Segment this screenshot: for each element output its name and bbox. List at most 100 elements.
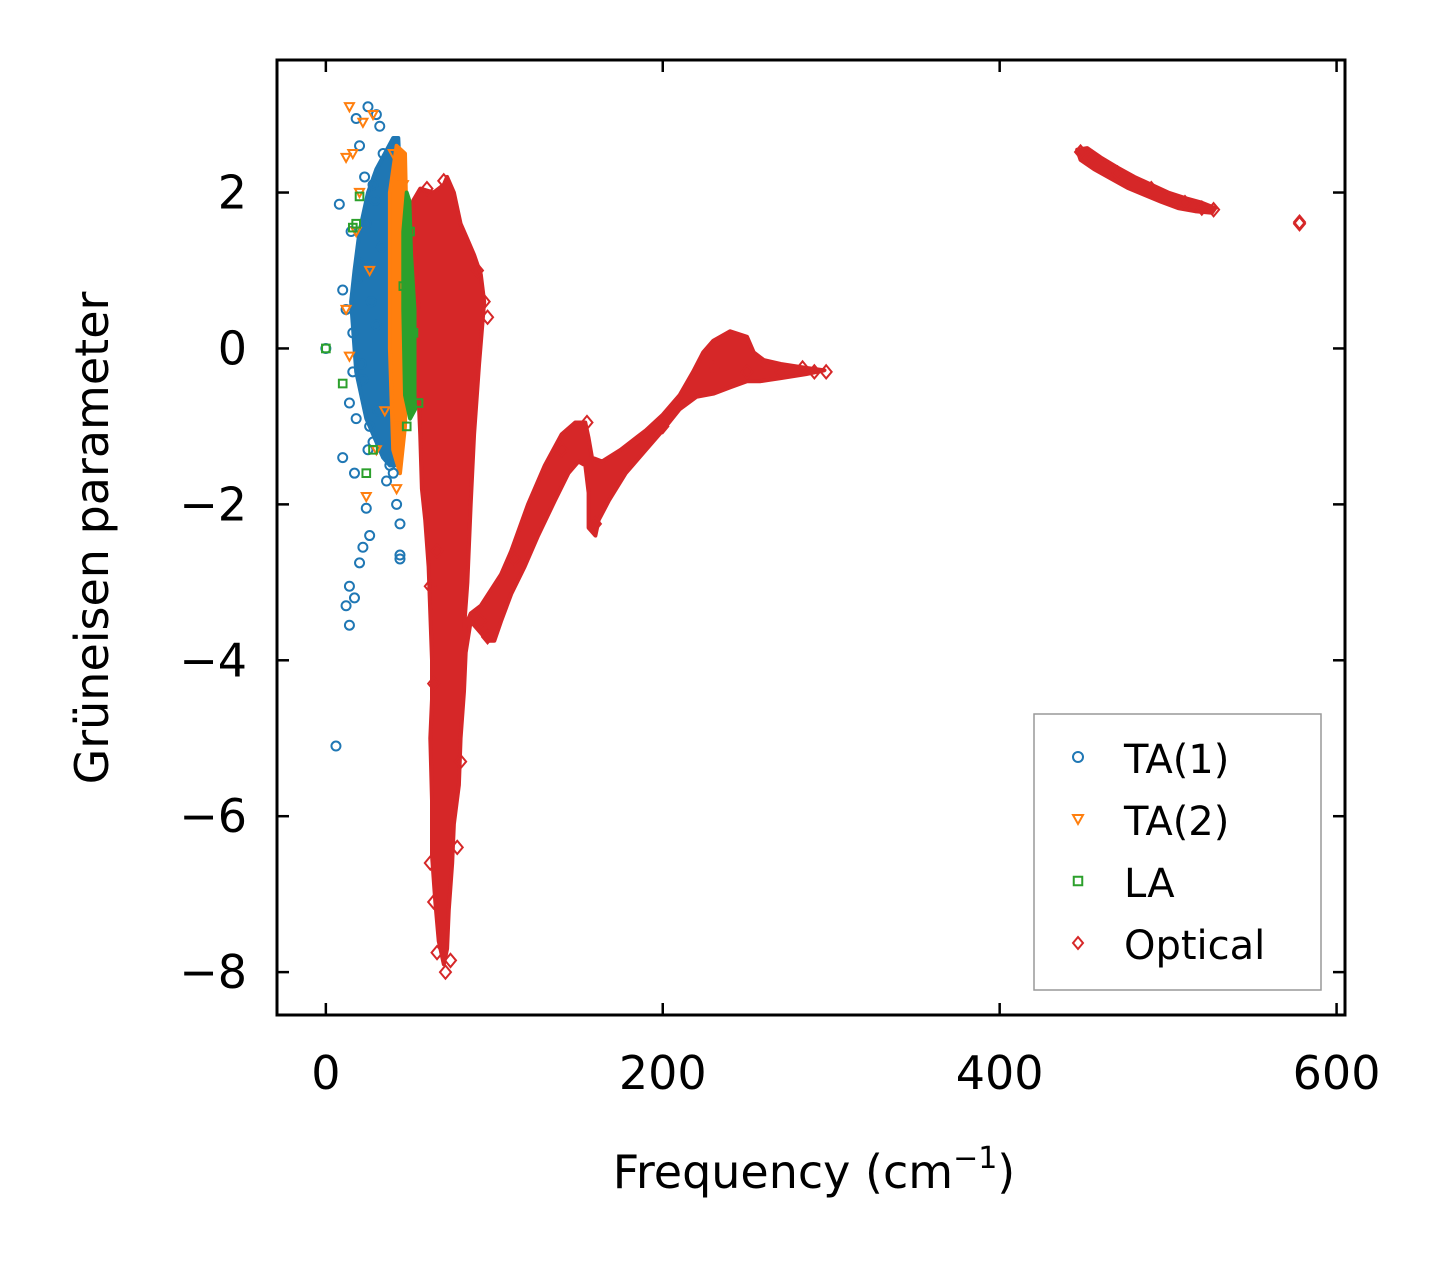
y-axis-label: Grüneisen parameter <box>65 291 119 784</box>
data-point-la <box>408 328 419 338</box>
data-point-ta1 <box>394 553 406 565</box>
data-point-ta1 <box>348 467 360 479</box>
data-point-ta1 <box>330 740 342 752</box>
legend-label-la: LA <box>1124 861 1175 907</box>
data-point-optical <box>438 963 453 981</box>
data-point-ta1 <box>354 557 366 569</box>
data-point-ta1 <box>380 475 392 487</box>
data-point-optical <box>1178 194 1192 211</box>
data-point-ta2 <box>360 491 373 504</box>
data-point-optical <box>436 172 451 189</box>
data-point-la <box>351 218 361 229</box>
data-point-la <box>354 191 365 202</box>
data-point-optical <box>423 854 438 872</box>
data-point-ta1 <box>359 171 371 183</box>
legend-label-optical: Optical <box>1124 923 1265 969</box>
data-point-ta1 <box>362 101 374 113</box>
data-point-ta1 <box>365 296 377 308</box>
data-point-ta1 <box>370 319 382 331</box>
data-point-ta2 <box>339 304 353 317</box>
data-point-optical <box>507 550 522 568</box>
data-point-la <box>413 398 424 408</box>
data-point-optical <box>655 418 670 435</box>
data-point-la <box>368 444 378 455</box>
data-point-ta2 <box>397 180 410 192</box>
data-point-ta1 <box>394 549 406 561</box>
data-point-ta1 <box>337 284 349 296</box>
data-point-optical <box>470 262 485 279</box>
data-point-la <box>337 378 348 389</box>
data-point-ta1 <box>377 148 389 160</box>
data-point-optical <box>430 542 444 560</box>
data-point-ta1 <box>357 541 369 553</box>
data-point-ta1 <box>340 600 352 612</box>
data-point-ta1 <box>387 467 399 479</box>
x-tick-label: 200 <box>619 1046 707 1100</box>
data-point-optical <box>819 363 833 380</box>
x-axis-label-main: Frequency (cm <box>613 1145 953 1199</box>
data-point-optical <box>443 952 458 969</box>
legend-marker-optical <box>1071 935 1085 951</box>
data-point-ta1 <box>350 413 362 425</box>
data-point-la <box>405 226 415 237</box>
data-point-optical <box>420 180 434 197</box>
data-point-ta1 <box>374 120 386 132</box>
data-point-optical <box>795 359 810 377</box>
y-tick-label: −2 <box>179 477 247 531</box>
data-point-optical <box>1144 180 1159 197</box>
data-point-ta2 <box>366 109 380 122</box>
x-axis-label-superscript: −1 <box>953 1141 997 1176</box>
legend-label-ta1: TA(1) <box>1123 737 1229 783</box>
data-point-ta1 <box>367 179 379 191</box>
data-point-optical <box>426 893 441 911</box>
data-point-la <box>321 343 331 354</box>
data-point-ta1 <box>354 140 366 152</box>
data-point-ta1 <box>364 420 376 432</box>
x-tick-label: 400 <box>956 1046 1044 1100</box>
y-tick-label: 2 <box>218 166 247 220</box>
data-point-ta1 <box>355 358 367 370</box>
data-point-ta1 <box>357 374 369 386</box>
data-point-optical <box>580 414 594 431</box>
data-point-ta1 <box>375 241 387 253</box>
data-point-ta1 <box>343 619 355 631</box>
y-tick-label: −8 <box>179 945 247 999</box>
legend-markers <box>1071 751 1085 951</box>
data-point-optical <box>426 675 441 692</box>
data-point-ta1 <box>352 272 364 284</box>
y-tick-label: −4 <box>179 633 247 687</box>
data-point-optical <box>1206 201 1221 218</box>
data-point-ta1 <box>343 397 355 409</box>
data-point-optical <box>480 628 495 646</box>
x-tick-label: 0 <box>311 1046 340 1100</box>
data-point-ta2 <box>343 102 356 114</box>
data-point-optical <box>480 309 495 326</box>
data-point-ta1 <box>394 518 406 530</box>
data-point-ta1 <box>337 452 349 464</box>
data-point-ta1 <box>360 502 372 514</box>
data-point-optical <box>773 363 788 380</box>
data-point-optical <box>423 578 438 595</box>
data-point-ta1 <box>391 498 403 510</box>
data-point-ta2 <box>387 148 400 161</box>
axis-ticks-layer: 0 200 400 600 2 0 −2 −4 −6 −8 <box>179 60 1380 1100</box>
data-point-ta1 <box>354 257 366 269</box>
data-point-ta1 <box>333 198 345 210</box>
data-point-optical <box>588 515 603 533</box>
legend-marker-ta2 <box>1071 814 1085 827</box>
data-point-ta1 <box>347 366 359 378</box>
data-point-ta1 <box>369 194 381 206</box>
data-point-optical <box>1195 199 1209 217</box>
x-tick-label: 600 <box>1293 1046 1381 1100</box>
y-tick-label: −6 <box>179 789 247 843</box>
y-tick-label: 0 <box>218 321 247 375</box>
legend-marker-ta1 <box>1072 751 1084 763</box>
data-point-optical <box>453 753 468 770</box>
legend-label-ta2: TA(2) <box>1123 799 1229 845</box>
data-point-ta2 <box>339 152 353 165</box>
data-point-ta2 <box>378 406 392 418</box>
data-point-ta1 <box>348 592 360 604</box>
data-point-ta2 <box>363 265 376 278</box>
data-point-ta1 <box>360 218 372 230</box>
